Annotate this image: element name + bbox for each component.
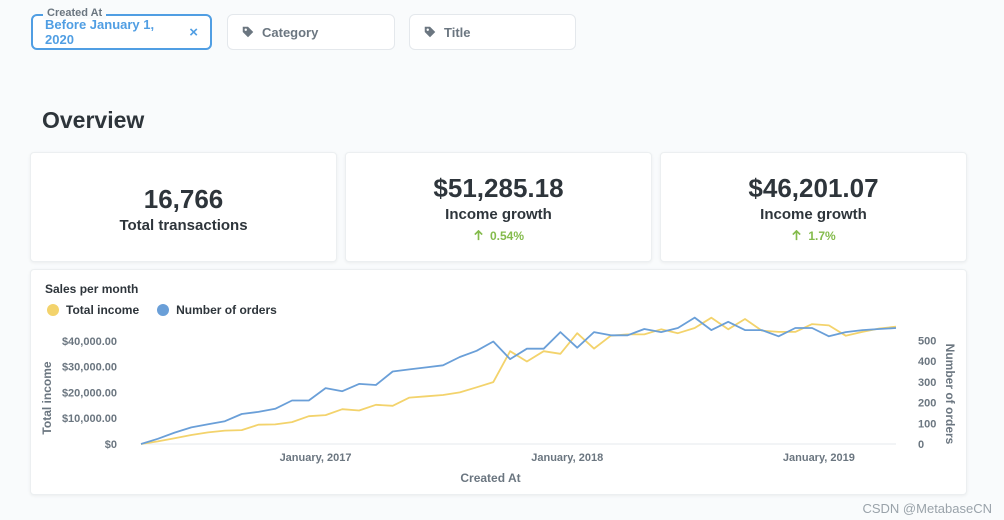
y-tick-label: $10,000.00 bbox=[62, 413, 117, 425]
scalar-value: $51,285.18 bbox=[433, 173, 564, 203]
scalar-label: Income growth bbox=[445, 206, 552, 223]
y2-tick-label: 400 bbox=[918, 356, 936, 368]
chart-legend: Total income Number of orders bbox=[47, 303, 277, 317]
card-sales-per-month[interactable]: Sales per month Total income Number of o… bbox=[30, 269, 967, 495]
y-tick-label: $30,000.00 bbox=[62, 362, 117, 374]
section-title: Overview bbox=[42, 107, 145, 133]
x-tick-label: January, 2017 bbox=[280, 452, 352, 464]
scalar-label: Income growth bbox=[760, 206, 867, 223]
filter-created-at-legend: Created At bbox=[43, 7, 107, 19]
delta-value: 0.54% bbox=[489, 229, 525, 243]
filter-created-at[interactable]: Created At Before January 1, 2020 × bbox=[31, 7, 212, 50]
close-icon[interactable]: × bbox=[189, 23, 198, 41]
y2-tick-label: 100 bbox=[918, 418, 936, 430]
filter-title[interactable]: Title bbox=[409, 14, 576, 50]
y2-axis-label: Number of orders bbox=[943, 344, 957, 445]
scalar-value: 16,766 bbox=[143, 184, 224, 214]
filter-title-label: Title bbox=[444, 24, 471, 40]
tag-icon bbox=[424, 26, 436, 38]
series-line-total-income bbox=[140, 316, 897, 445]
delta-value: 1.7% bbox=[808, 229, 836, 243]
card-total-transactions[interactable]: 16,766 Total transactions bbox=[30, 152, 337, 262]
legend-item-total-income[interactable]: Total income bbox=[47, 303, 139, 317]
line-chart: $0 $10,000.00 $20,000.00 $30,000.00 $40,000.… bbox=[40, 316, 957, 485]
x-tick-label: January, 2019 bbox=[783, 452, 855, 464]
card-income-growth-2[interactable]: $46,201.07 Income growth 1.7% bbox=[660, 152, 967, 262]
y-tick-label: $20,000.00 bbox=[62, 387, 117, 399]
legend-dot-orders bbox=[157, 304, 170, 316]
filter-created-at-value: Before January 1, 2020 bbox=[45, 17, 155, 47]
scalar-label: Total transactions bbox=[119, 217, 248, 234]
scalar-value: $46,201.07 bbox=[748, 173, 879, 203]
delta-indicator: 1.7% bbox=[661, 229, 966, 243]
chart-title: Sales per month bbox=[45, 282, 139, 296]
legend-item-number-of-orders[interactable]: Number of orders bbox=[157, 303, 277, 317]
legend-dot-income bbox=[47, 304, 59, 316]
legend-label: Total income bbox=[66, 303, 140, 317]
arrow-up-icon bbox=[792, 229, 802, 241]
y2-tick-label: 300 bbox=[918, 377, 936, 389]
y-axis-label: Total income bbox=[40, 361, 54, 434]
y2-tick-label: 500 bbox=[918, 335, 936, 347]
delta-indicator: 0.54% bbox=[346, 229, 651, 243]
arrow-up-icon bbox=[474, 229, 483, 241]
y-tick-label: $40,000.00 bbox=[62, 336, 117, 348]
y2-tick-label: 200 bbox=[918, 398, 936, 410]
tag-icon bbox=[242, 26, 254, 38]
card-income-growth-1[interactable]: $51,285.18 Income growth 0.54% bbox=[345, 152, 652, 262]
y-tick-label: $0 bbox=[105, 439, 117, 451]
watermark: CSDN @MetabaseCN bbox=[862, 501, 992, 516]
series-line-number-of-orders bbox=[140, 316, 897, 445]
x-axis-label: Created At bbox=[460, 471, 520, 485]
y2-tick-label: 0 bbox=[918, 439, 924, 451]
filter-category-label: Category bbox=[262, 24, 319, 40]
x-tick-label: January, 2018 bbox=[531, 452, 603, 464]
filter-category[interactable]: Category bbox=[227, 14, 395, 50]
legend-label: Number of orders bbox=[176, 303, 277, 317]
